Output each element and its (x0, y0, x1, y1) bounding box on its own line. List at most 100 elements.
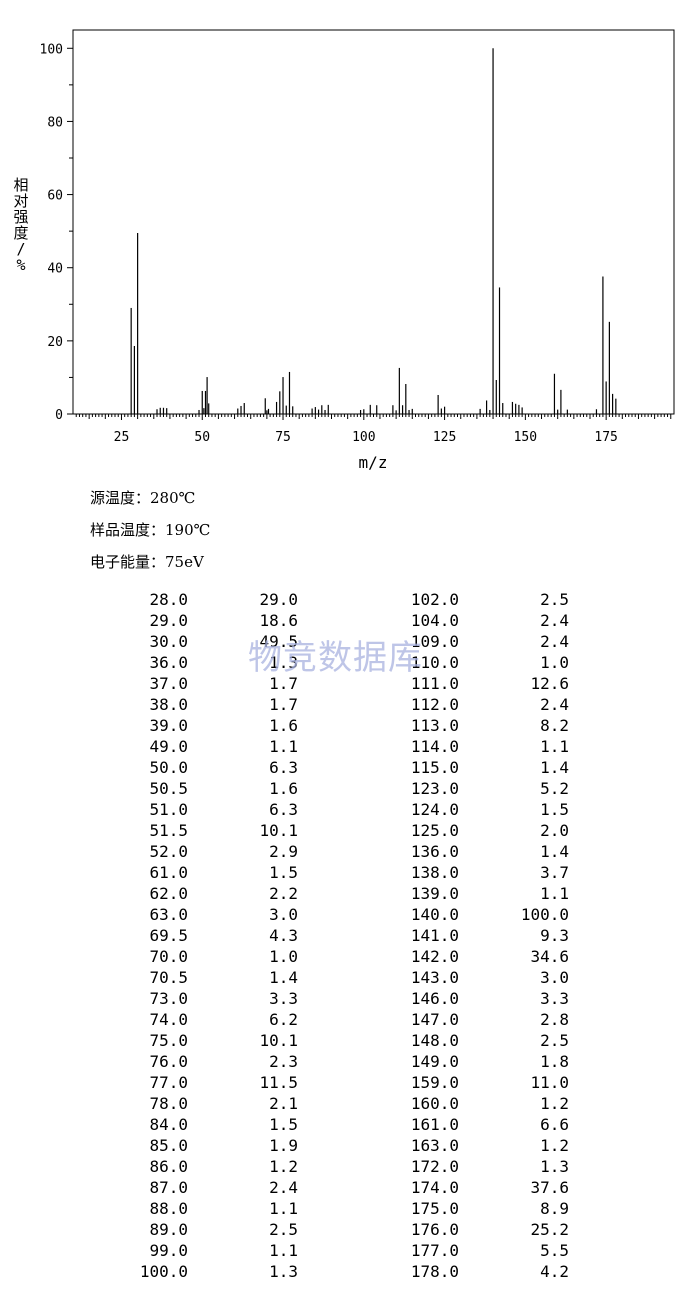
mz-value: 85.0 (149, 1136, 188, 1155)
x-tick-label: 175 (594, 430, 617, 445)
intensity-value: 5.5 (540, 1241, 569, 1260)
y-tick-label: 20 (47, 335, 63, 350)
intensity-value: 29.0 (259, 590, 298, 609)
source-temperature: 源温度：280℃ (90, 489, 196, 507)
intensity-value: 1.5 (269, 1115, 298, 1134)
intensity-value: 2.4 (540, 632, 569, 651)
intensity-value: 1.1 (269, 1241, 298, 1260)
intensity-value: 1.0 (269, 947, 298, 966)
intensity-value: 11.5 (259, 1073, 298, 1092)
intensity-value: 4.2 (540, 1262, 569, 1281)
intensity-value: 6.6 (540, 1115, 569, 1134)
y-tick-label: 80 (47, 115, 63, 130)
mz-value: 70.0 (149, 947, 188, 966)
intensity-value: 1.3 (269, 653, 298, 672)
mz-value: 147.0 (410, 1010, 459, 1029)
intensity-value: 1.3 (540, 1157, 569, 1176)
mz-value: 52.0 (149, 842, 188, 861)
intensity-value: 2.0 (540, 821, 569, 840)
mz-value: 112.0 (410, 695, 459, 714)
mz-value: 113.0 (410, 716, 459, 735)
mz-value: 148.0 (410, 1031, 459, 1050)
intensity-value: 2.4 (540, 695, 569, 714)
mz-value: 51.5 (149, 821, 188, 840)
mz-value: 69.5 (149, 926, 188, 945)
mz-value: 75.0 (149, 1031, 188, 1050)
x-tick-label: 50 (194, 430, 210, 445)
mz-value: 36.0 (149, 653, 188, 672)
intensity-value: 2.4 (269, 1178, 298, 1197)
mz-value: 84.0 (149, 1115, 188, 1134)
mz-value: 38.0 (149, 695, 188, 714)
y-axis-label: 相对强度/% (13, 176, 28, 274)
intensity-value: 8.2 (540, 716, 569, 735)
mz-value: 115.0 (410, 758, 459, 777)
peak-series (130, 48, 617, 414)
intensity-value: 1.1 (269, 737, 298, 756)
mz-value: 177.0 (410, 1241, 459, 1260)
intensity-value: 6.2 (269, 1010, 298, 1029)
mz-value: 123.0 (410, 779, 459, 798)
mz-value: 28.0 (149, 590, 188, 609)
mz-value: 49.0 (149, 737, 188, 756)
mz-value: 159.0 (410, 1073, 459, 1092)
intensity-value: 1.1 (540, 884, 569, 903)
mz-value: 141.0 (410, 926, 459, 945)
mz-value: 89.0 (149, 1220, 188, 1239)
intensity-value: 1.9 (269, 1136, 298, 1155)
intensity-value: 1.4 (540, 842, 569, 861)
intensity-value: 1.4 (540, 758, 569, 777)
electron-energy: 电子能量：75eV (90, 553, 204, 571)
mz-value: 37.0 (149, 674, 188, 693)
intensity-value: 1.3 (269, 1262, 298, 1281)
intensity-value: 2.5 (540, 590, 569, 609)
intensity-value: 1.6 (269, 779, 298, 798)
mz-value: 74.0 (149, 1010, 188, 1029)
intensity-value: 10.1 (259, 1031, 298, 1050)
mz-value: 77.0 (149, 1073, 188, 1092)
mz-value: 70.5 (149, 968, 188, 987)
mz-value: 163.0 (410, 1136, 459, 1155)
x-tick-label: 125 (433, 430, 456, 445)
intensity-value: 6.3 (269, 758, 298, 777)
intensity-value: 1.0 (540, 653, 569, 672)
intensity-value: 1.2 (540, 1094, 569, 1113)
intensity-value: 1.8 (540, 1052, 569, 1071)
x-axis-label: m/z (359, 453, 388, 472)
mz-value: 61.0 (149, 863, 188, 882)
mz-value: 76.0 (149, 1052, 188, 1071)
x-tick-label: 150 (514, 430, 537, 445)
intensity-value: 10.1 (259, 821, 298, 840)
mz-value: 178.0 (410, 1262, 459, 1281)
x-tick-label: 100 (352, 430, 375, 445)
mz-value: 62.0 (149, 884, 188, 903)
mz-value: 63.0 (149, 905, 188, 924)
intensity-value: 2.5 (269, 1220, 298, 1239)
mz-value: 172.0 (410, 1157, 459, 1176)
intensity-value: 25.2 (530, 1220, 569, 1239)
intensity-value: 1.1 (540, 737, 569, 756)
intensity-value: 1.2 (540, 1136, 569, 1155)
intensity-value: 1.7 (269, 695, 298, 714)
mz-value: 146.0 (410, 989, 459, 1008)
intensity-value: 2.5 (540, 1031, 569, 1050)
intensity-value: 9.3 (540, 926, 569, 945)
mz-value: 174.0 (410, 1178, 459, 1197)
mz-value: 124.0 (410, 800, 459, 819)
mz-value: 136.0 (410, 842, 459, 861)
intensity-value: 3.3 (269, 989, 298, 1008)
mz-value: 39.0 (149, 716, 188, 735)
mz-value: 29.0 (149, 611, 188, 630)
mz-value: 102.0 (410, 590, 459, 609)
mass-spectrum-chart: 0 20 40 60 80 100 25 50 75 100 125 150 175 m/z 相对强度… (13, 29, 675, 472)
intensity-value: 37.6 (530, 1178, 569, 1197)
y-tick-label: 100 (40, 42, 63, 57)
intensity-value: 3.3 (540, 989, 569, 1008)
intensity-value: 2.1 (269, 1094, 298, 1113)
intensity-value: 2.2 (269, 884, 298, 903)
x-tick-label: 75 (275, 430, 291, 445)
mz-value: 114.0 (410, 737, 459, 756)
y-tick-label: 0 (55, 408, 63, 423)
intensity-value: 3.0 (269, 905, 298, 924)
intensity-value: 49.5 (259, 632, 298, 651)
